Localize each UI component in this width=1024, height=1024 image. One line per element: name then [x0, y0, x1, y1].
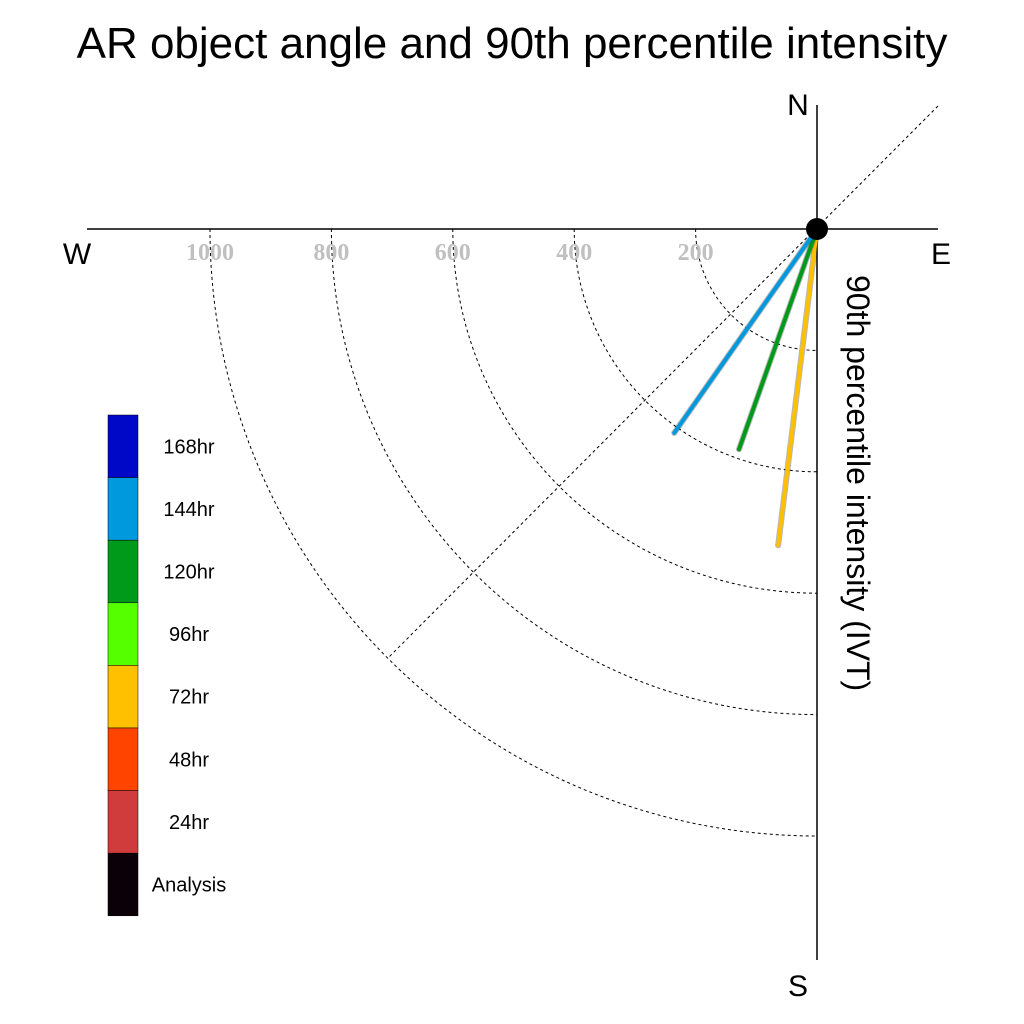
ring-200: [695, 228, 818, 351]
legend-swatch-48hr: [107, 727, 139, 791]
series-lines: [671, 226, 820, 549]
legend-swatch-72hr: [107, 665, 139, 729]
ring-label-400: 400: [556, 240, 592, 266]
legend-label-144hr: 144hr: [163, 499, 214, 521]
series-line-144hr: [672, 227, 819, 435]
ring-400: [573, 228, 818, 473]
ring-label-600: 600: [435, 240, 471, 266]
ring-1000: [209, 228, 818, 837]
legend-label-168hr: 168hr: [163, 436, 214, 458]
origin-marker: [806, 218, 828, 240]
east-label: E: [931, 238, 951, 271]
legend-swatch-120hr: [107, 539, 139, 604]
south-label: S: [788, 970, 808, 1003]
legend-label-120hr: 120hr: [163, 562, 214, 584]
radial-tick-labels: 200 400 600 800 1000: [186, 240, 714, 266]
legend-label-48hr: 48hr: [169, 749, 209, 771]
legend-label-96hr: 96hr: [169, 624, 209, 646]
legend-swatch-Analysis: [107, 852, 139, 917]
chart-title: AR object angle and 90th percentile inte…: [77, 19, 948, 68]
y-axis-label: 90th percentile intensity (IVT): [840, 275, 876, 691]
diagonal-reference-line: [387, 105, 939, 659]
north-label: N: [787, 89, 809, 122]
legend-swatch-144hr: [107, 477, 139, 541]
ring-label-1000: 1000: [186, 240, 234, 266]
legend-label-Analysis: Analysis: [152, 875, 226, 897]
legend-swatch-24hr: [107, 790, 139, 854]
series-line-120hr: [736, 227, 819, 452]
legend-label-24hr: 24hr: [169, 812, 209, 834]
ring-label-200: 200: [678, 240, 714, 266]
ring-label-800: 800: [313, 240, 349, 266]
polar-grid: [209, 105, 939, 837]
legend-swatch-168hr: [107, 414, 139, 478]
legend-swatch-96hr: [107, 602, 139, 666]
legend-label-72hr: 72hr: [169, 687, 209, 709]
ring-600: [452, 228, 818, 594]
ring-800: [330, 228, 818, 716]
color-legend: 168hr 144hr 120hr 96hr 72hr 48hr 24hr Analysis: [107, 414, 226, 917]
series-line-72hr: [776, 227, 819, 548]
west-label: W: [63, 238, 92, 271]
